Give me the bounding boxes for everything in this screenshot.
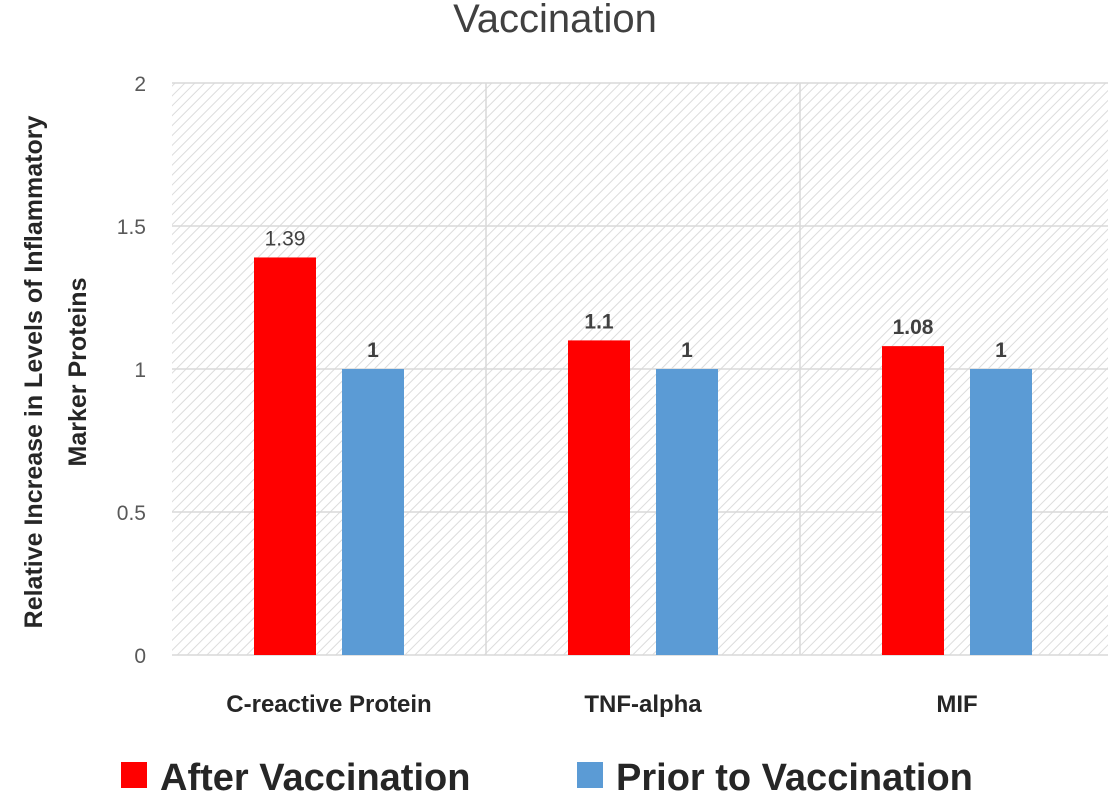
data-label: 1.1 [584, 310, 614, 333]
bar-prior-to-vaccination [656, 369, 718, 655]
data-label: 1 [681, 339, 693, 362]
bar-after-vaccination [254, 257, 316, 655]
legend-swatch-after-vaccination [121, 762, 147, 788]
legend-swatch-prior-to-vaccination [577, 762, 603, 788]
y-tick-label: 0.5 [117, 502, 146, 525]
legend-label-prior-to-vaccination: Prior to Vaccination [616, 757, 973, 796]
y-tick-label: 0 [134, 645, 146, 668]
y-tick-label: 1 [134, 359, 146, 382]
data-label: 1 [995, 339, 1007, 362]
y-tick-label: 1.5 [117, 216, 146, 239]
x-tick-label: MIF [936, 691, 977, 718]
y-axis-ticks: 0 0.5 1 1.5 2 [117, 73, 146, 668]
data-label: 1.08 [893, 316, 934, 339]
y-axis-label: Relative Increase in Levels of Inflammat… [20, 116, 92, 629]
chart-title: Vaccination [453, 0, 657, 41]
x-tick-label: TNF-alpha [584, 691, 702, 718]
bar-after-vaccination [568, 340, 630, 655]
data-labels: 1.39 1 1.1 1 1.08 1 [265, 227, 1008, 362]
x-tick-label: C-reactive Protein [226, 691, 431, 718]
y-axis-label-line-1: Relative Increase in Levels of Inflammat… [20, 116, 48, 629]
data-label: 1.39 [265, 227, 306, 250]
y-axis-label-line-2: Marker Proteins [64, 278, 92, 467]
legend-label-after-vaccination: After Vaccination [160, 757, 470, 796]
bar-after-vaccination [882, 346, 944, 655]
gridlines [172, 82, 1108, 656]
y-tick-label: 2 [134, 73, 146, 96]
bar-prior-to-vaccination [970, 369, 1032, 655]
bar-prior-to-vaccination [342, 369, 404, 655]
data-label: 1 [367, 339, 379, 362]
x-axis-ticks: C-reactive Protein TNF-alpha MIF [226, 691, 977, 718]
legend: After Vaccination Prior to Vaccination [121, 757, 973, 796]
bars [254, 257, 1032, 655]
